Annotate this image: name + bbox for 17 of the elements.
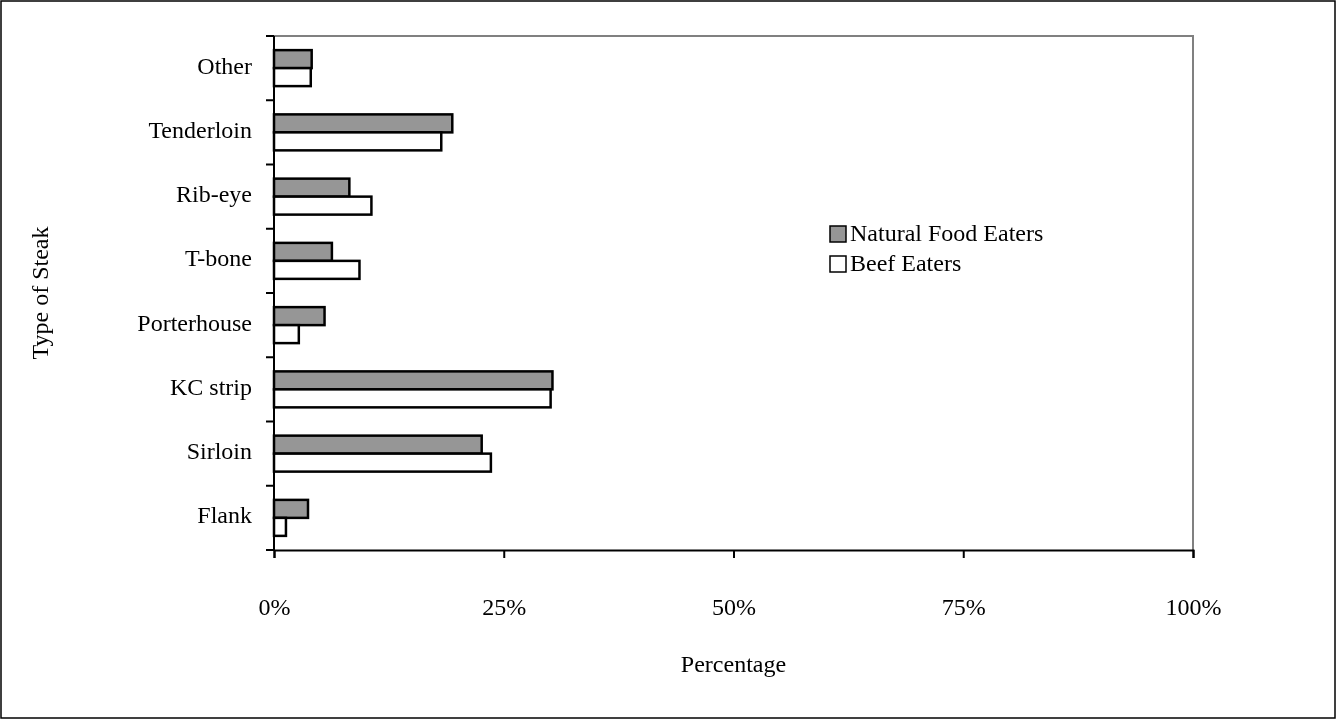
y-tick-label: Sirloin (186, 438, 252, 465)
x-tick-label: 25% (482, 594, 527, 621)
legend-label: Natural Food Eaters (850, 219, 1044, 246)
x-tick-label: 75% (941, 594, 986, 621)
y-tick-label: Flank (197, 502, 252, 529)
y-tick-label: Tenderloin (148, 116, 252, 143)
y-tick-label: Rib-eye (176, 181, 252, 208)
x-axis-title: Percentage (680, 651, 787, 677)
x-tick-label: 100% (1165, 594, 1222, 621)
y-tick-label: T-bone (184, 245, 252, 272)
y-tick-label: Other (197, 52, 252, 79)
x-tick-label: 50% (712, 594, 756, 621)
y-tick-label: KC strip (169, 373, 252, 400)
y-axis-title: Type of Steak (26, 226, 53, 360)
legend-label: Beef Eaters (850, 249, 962, 276)
y-tick-label: Porterhouse (137, 309, 252, 336)
x-tick-label: 0% (258, 594, 291, 621)
